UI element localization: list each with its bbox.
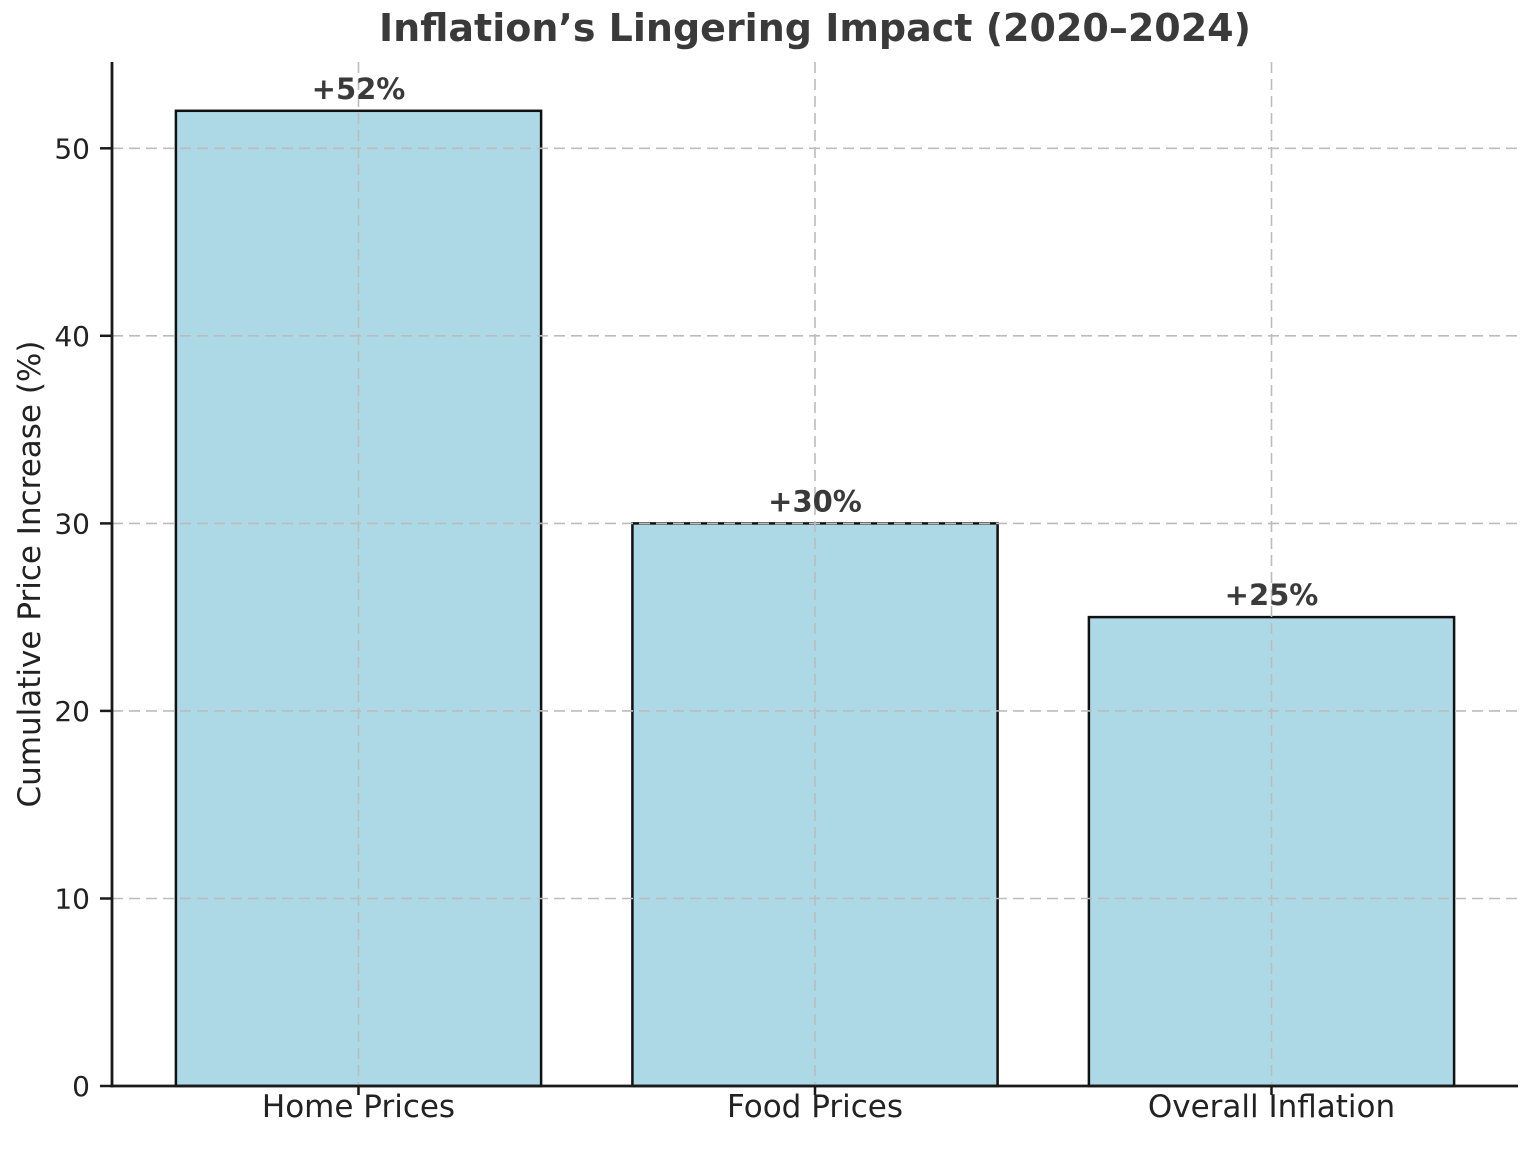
tick-labels-layer: 0 10 20 30 40 50 Home Prices Food Prices Overall… [54, 132, 1395, 1125]
y-tick-label-50: 50 [54, 132, 90, 165]
x-tick-label-home-prices: Home Prices [262, 1089, 455, 1125]
y-tick-label-30: 30 [54, 507, 90, 540]
y-tick-label-10: 10 [54, 883, 90, 916]
x-tick-label-food-prices: Food Prices [727, 1089, 903, 1125]
bar-value-label-food-prices: +30% [768, 484, 862, 518]
grid-layer [112, 62, 1518, 1086]
chart-title: Inflation’s Lingering Impact (2020–2024) [379, 6, 1251, 50]
bar-food-prices [631, 522, 999, 1088]
y-tick-label-0: 0 [72, 1070, 90, 1103]
axes-layer [100, 62, 1518, 1095]
y-tick-label-20: 20 [54, 695, 90, 728]
bar-value-label-home-prices: +52% [312, 72, 406, 106]
y-axis-title: Cumulative Price Increase (%) [12, 341, 48, 808]
bar-value-label-overall-inflation: +25% [1225, 578, 1319, 612]
y-tick-label-40: 40 [54, 320, 90, 353]
bar-value-labels-layer: +52% +30% +25% [312, 72, 1319, 612]
x-tick-label-overall-inflation: Overall Inflation [1148, 1089, 1395, 1125]
